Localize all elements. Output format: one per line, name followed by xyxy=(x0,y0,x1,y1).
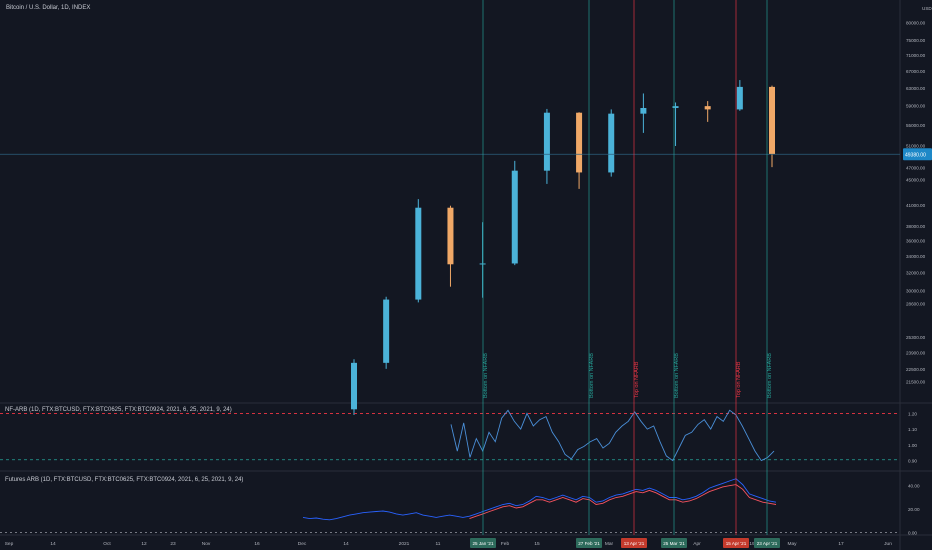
futures-tick-label: 40.00 xyxy=(908,484,920,489)
price-tick-label: 67000.00 xyxy=(906,69,926,74)
time-axis-highlight-label: 25 Mar '21 xyxy=(663,541,685,546)
price-tick-label: 22500.00 xyxy=(906,367,926,372)
time-axis-highlight xyxy=(576,538,602,548)
nfarb-tick-label: 0.90 xyxy=(908,459,917,464)
price-tick-label: 25300.00 xyxy=(906,335,926,340)
candle-body xyxy=(415,207,422,300)
price-tick-label: 80000.00 xyxy=(906,21,926,26)
time-axis-tick: May xyxy=(787,541,797,547)
bottom-on-nfarb-label: Bottom on NFARB xyxy=(589,353,595,398)
time-axis-tick: Jun xyxy=(884,541,892,547)
time-axis-tick: 11 xyxy=(436,541,441,547)
price-tick-label: 28600.00 xyxy=(906,301,926,306)
time-axis-tick: 17 xyxy=(838,541,844,547)
price-tick-label: 59000.00 xyxy=(906,104,926,109)
time-axis-tick: Apr xyxy=(693,541,701,547)
nfarb-tick-label: 1.00 xyxy=(908,443,917,448)
time-axis-tick: Oct xyxy=(103,541,111,547)
candle-body xyxy=(672,106,679,108)
candle-body xyxy=(383,299,390,363)
time-axis-tick: Feb xyxy=(501,541,510,547)
candle-body xyxy=(511,170,518,264)
futures-arb-0924-line xyxy=(469,484,777,520)
price-tick-label: 71000.00 xyxy=(906,53,926,58)
time-axis-tick: Sep xyxy=(5,541,14,547)
candle-body xyxy=(576,112,583,173)
price-tick-label: 21500.00 xyxy=(906,379,926,384)
price-tick-label: 63000.00 xyxy=(906,86,926,91)
time-axis-highlight-label: 13 Apr '21 xyxy=(624,541,645,546)
price-tick-label: 30000.00 xyxy=(906,288,926,293)
nfarb-line xyxy=(450,409,775,462)
time-axis-highlight xyxy=(621,538,647,548)
time-axis-highlight xyxy=(470,538,496,548)
time-axis-highlight xyxy=(754,538,780,548)
candle-body xyxy=(608,113,615,173)
candle-body xyxy=(736,86,743,110)
price-axis-unit: USD xyxy=(922,6,932,11)
bottom-on-nfarb-label: Bottom on NFARB xyxy=(674,353,680,398)
time-axis-highlight-label: 27 Feb '21 xyxy=(578,541,600,546)
time-axis-highlight xyxy=(661,538,687,548)
futures-arb-0625-line xyxy=(302,478,777,521)
price-tick-label: 41000.00 xyxy=(906,203,926,208)
time-axis-tick: 14 xyxy=(343,541,349,547)
candle-body xyxy=(447,207,454,265)
price-tick-label: 36000.00 xyxy=(906,239,926,244)
time-axis-highlight-label: 15 Apr '21 xyxy=(726,541,747,546)
futures-tick-label: 0.00 xyxy=(908,531,917,536)
price-tick-label: 51000.00 xyxy=(906,143,926,148)
time-axis-highlight-label: 25 Jan '21 xyxy=(472,541,494,546)
time-axis-tick: 16 xyxy=(254,541,260,547)
last-price-badge xyxy=(903,148,932,161)
time-axis-tick: 14 xyxy=(50,541,56,547)
time-axis-tick: 2021 xyxy=(399,541,410,547)
price-tick-label: 75000.00 xyxy=(906,38,926,43)
time-axis-highlight xyxy=(723,538,749,548)
candle-body xyxy=(769,86,775,155)
futures-arb-legend: Futures ARB (1D, FTX:BTCUSD, FTX:BTC0625… xyxy=(5,477,244,483)
last-price-label: 49380.00 xyxy=(905,152,926,158)
bottom-on-nfarb-label: Bottom on NFARB xyxy=(767,353,773,398)
price-tick-label: 45000.00 xyxy=(906,178,926,183)
candle-body xyxy=(704,106,711,110)
time-axis-tick: 23 xyxy=(170,541,176,547)
main-chart-legend: Bitcoin / U.S. Dollar, 1D, INDEX xyxy=(6,5,91,11)
time-axis-tick: 15 xyxy=(534,541,540,547)
time-axis-tick: 19 xyxy=(749,541,755,547)
nfarb-tick-label: 1.10 xyxy=(908,427,917,432)
time-axis-tick: Nov xyxy=(202,541,211,547)
time-axis-tick: Dec xyxy=(298,541,307,547)
candle-body xyxy=(543,112,550,171)
time-axis-highlight-label: 23 Apr '21 xyxy=(757,541,778,546)
candle-body xyxy=(640,107,647,114)
price-tick-label: 32000.00 xyxy=(906,271,926,276)
futures-tick-label: 20.00 xyxy=(908,507,920,512)
price-tick-label: 34000.00 xyxy=(906,254,926,259)
nfarb-legend: NF-ARB (1D, FTX:BTCUSD, FTX:BTC0625, FTX… xyxy=(5,407,232,413)
price-tick-label: 23900.00 xyxy=(906,350,926,355)
candle-body xyxy=(351,362,357,410)
price-tick-label: 55000.00 xyxy=(906,123,926,128)
bottom-on-nfarb-label: Bottom on NFARB xyxy=(483,353,489,398)
time-axis-tick: Mar xyxy=(605,541,614,547)
top-on-nfarb-label: Top on NFARB xyxy=(736,361,742,398)
time-axis-tick: 12 xyxy=(141,541,147,547)
price-tick-label: 38000.00 xyxy=(906,224,926,229)
nfarb-tick-label: 1.20 xyxy=(908,411,917,416)
price-tick-label: 47000.00 xyxy=(906,166,926,171)
top-on-nfarb-label: Top on NFARB xyxy=(634,361,640,398)
